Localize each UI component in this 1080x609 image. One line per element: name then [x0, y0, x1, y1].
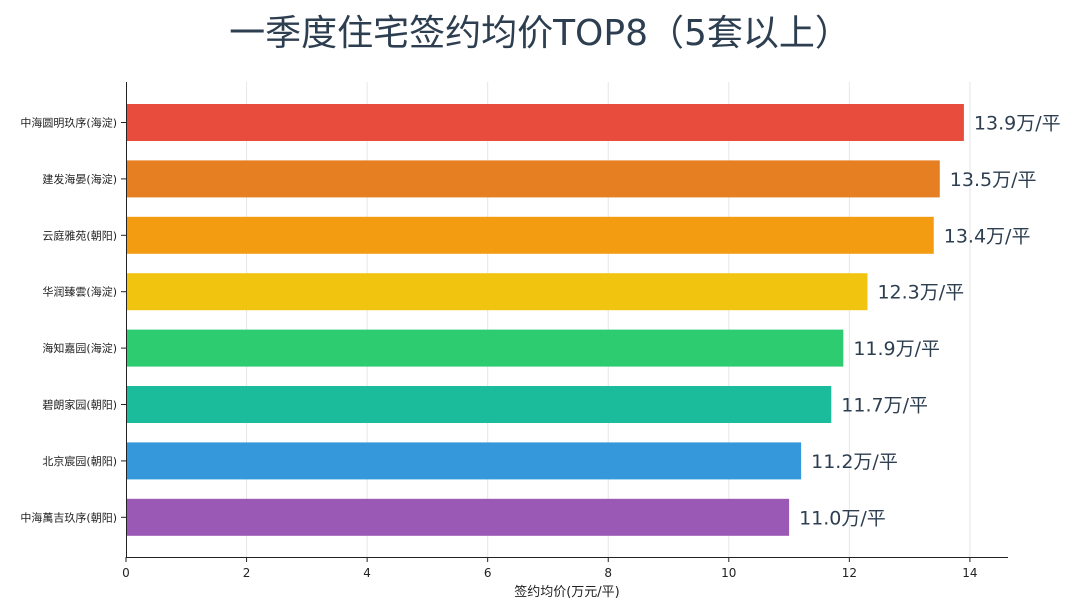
category-label: 华润臻雲(海淀) — [42, 285, 117, 299]
data-label: 11.9万/平 — [853, 338, 940, 360]
category-label: 云庭雅苑(朝阳) — [42, 228, 117, 242]
data-label: 11.7万/平 — [841, 395, 928, 417]
category-label: 建发海晏(海淀) — [42, 172, 117, 186]
category-label: 海知嘉园(海淀) — [42, 341, 117, 355]
bar — [127, 386, 832, 423]
x-tick-label: 10 — [721, 566, 736, 580]
data-label: 13.5万/平 — [950, 169, 1037, 191]
bar — [127, 160, 940, 198]
x-tick-label: 12 — [842, 566, 857, 580]
x-tick-label: 0 — [122, 566, 130, 580]
x-tick-label: 8 — [604, 566, 612, 580]
category-label: 碧朗家园(朝阳) — [42, 398, 117, 412]
data-label: 12.3万/平 — [877, 282, 964, 304]
category-labels: 中海圆明玖序(海淀) 建发海晏(海淀) 云庭雅苑(朝阳) 华润臻雲(海淀) 海知嘉园(海… — [20, 116, 117, 525]
bar — [127, 442, 802, 480]
axes — [126, 82, 1008, 558]
category-label: 中海圆明玖序(海淀) — [20, 116, 117, 130]
category-label: 中海萬吉玖序(朝阳) — [20, 510, 117, 524]
bar — [127, 329, 844, 367]
x-tick-label: 14 — [962, 566, 977, 580]
bar — [127, 104, 964, 141]
data-label: 13.9万/平 — [974, 113, 1061, 135]
chart-title: 一季度住宅签约均价TOP8（5套以上） — [229, 13, 851, 54]
data-labels: 13.9万/平 13.5万/平 13.4万/平 12.3万/平 11.9万/平 11.7万… — [799, 113, 1061, 530]
x-tick-label: 2 — [243, 566, 251, 580]
x-tick-label: 6 — [484, 566, 492, 580]
category-label: 北京宸园(朝阳) — [42, 454, 117, 468]
x-tick-label: 4 — [363, 566, 371, 580]
bars — [121, 104, 964, 536]
grid-lines — [246, 82, 971, 557]
x-ticks: 0 2 4 6 8 10 12 14 — [122, 557, 978, 580]
x-axis-title: 签约均价(万元/平) — [514, 584, 620, 600]
bar — [127, 498, 790, 536]
bar — [127, 273, 868, 311]
data-label: 13.4万/平 — [944, 225, 1031, 247]
data-label: 11.2万/平 — [811, 451, 898, 473]
data-label: 11.0万/平 — [799, 507, 886, 529]
bar — [127, 216, 934, 254]
